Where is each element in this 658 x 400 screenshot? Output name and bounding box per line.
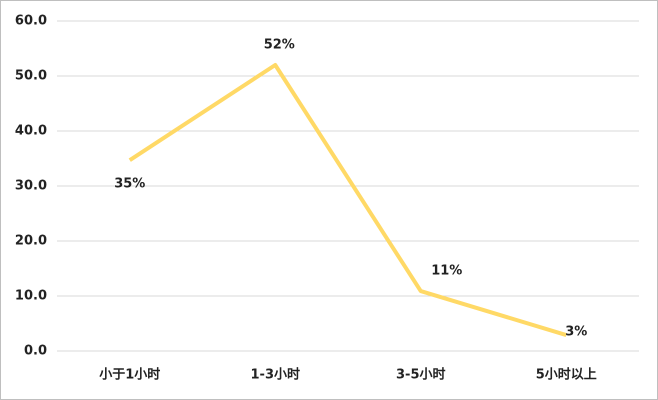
data-label: 35% <box>114 177 145 192</box>
x-tick-label: 小于1小时 <box>99 367 160 383</box>
y-tick-label: 50.0 <box>15 69 47 84</box>
y-tick-label: 40.0 <box>15 124 47 139</box>
data-label: 11% <box>431 264 462 279</box>
y-tick-label: 0.0 <box>24 344 47 359</box>
x-tick-label: 5小时以上 <box>536 367 597 383</box>
y-tick-label: 30.0 <box>15 179 47 194</box>
y-tick-label: 10.0 <box>15 289 47 304</box>
x-tick-label: 1-3小时 <box>251 367 301 383</box>
y-tick-label: 20.0 <box>15 234 47 249</box>
data-label: 52% <box>264 38 295 53</box>
data-line <box>128 63 567 337</box>
data-label: 3% <box>565 325 587 340</box>
y-tick-label: 60.0 <box>15 14 47 29</box>
x-tick-label: 3-5小时 <box>396 367 446 383</box>
